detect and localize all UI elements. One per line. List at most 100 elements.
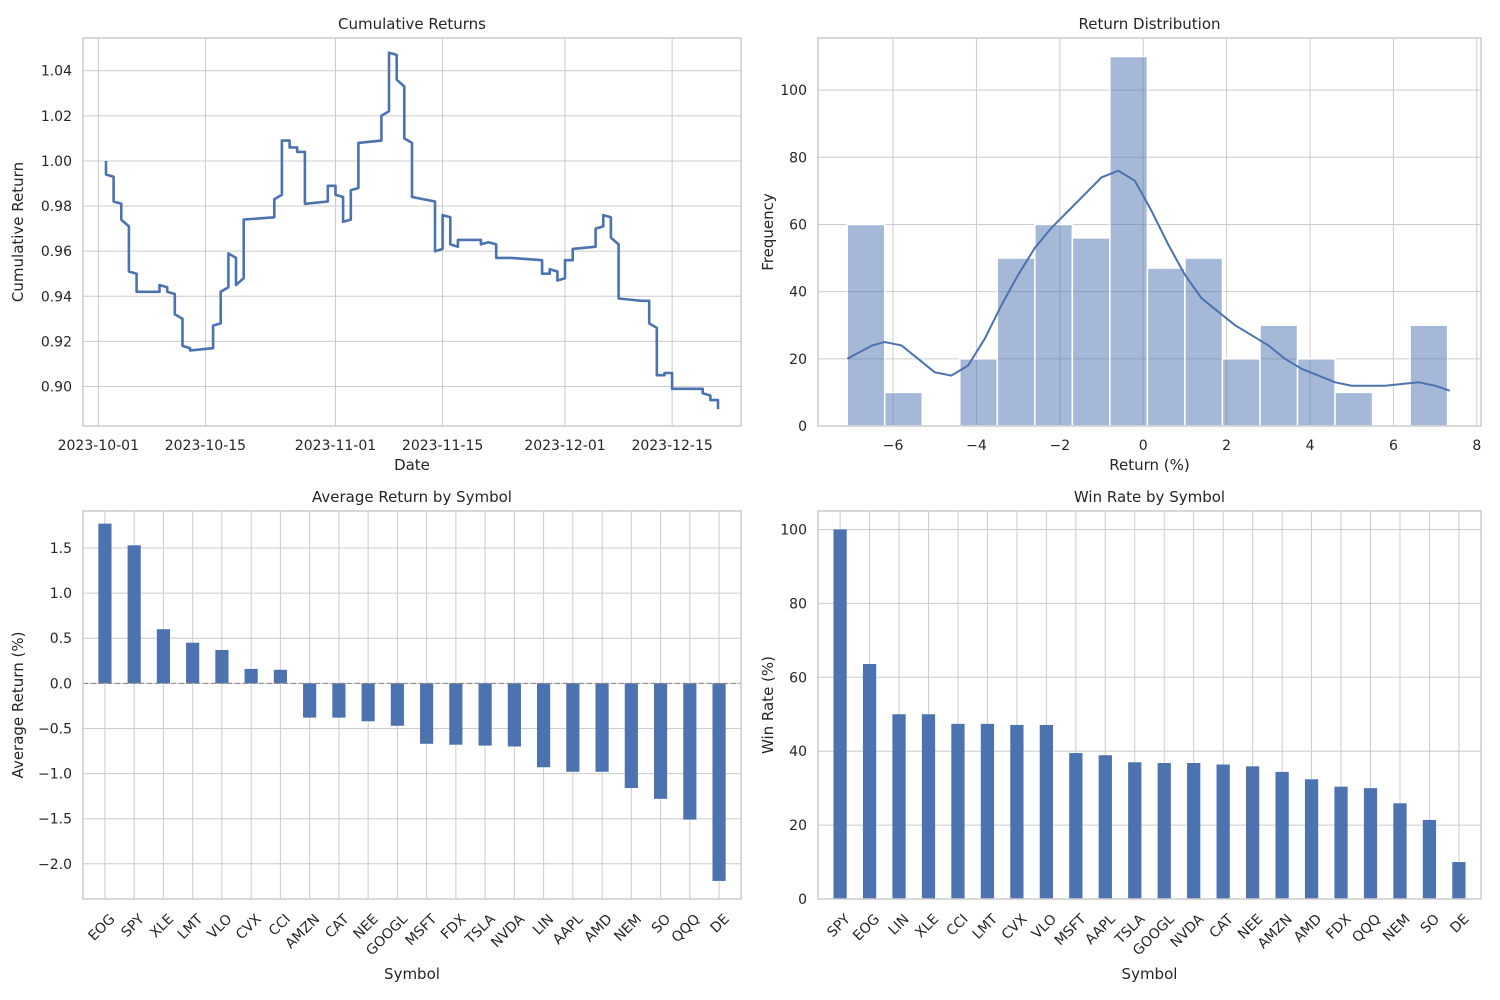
bar-amd <box>595 683 609 772</box>
bar-nem <box>624 683 638 789</box>
bar-lmt <box>186 642 200 684</box>
bar-fdx <box>449 683 463 745</box>
y-axis-label: Cumulative Return <box>9 162 27 302</box>
x-tick-label: EOG <box>850 911 883 944</box>
x-tick-label: QQQ <box>1349 911 1384 946</box>
bar-lmt <box>980 723 995 899</box>
bar-amzn <box>303 683 317 718</box>
x-tick-label: −2 <box>1050 438 1071 454</box>
x-tick-label: 2023-10-01 <box>58 438 139 454</box>
bar-cvx <box>1010 724 1024 899</box>
y-tick-label: 80 <box>789 596 807 612</box>
chart-title: Cumulative Returns <box>338 15 486 33</box>
x-tick-label: LMT <box>175 911 207 943</box>
x-tick-label: SPY <box>824 911 854 941</box>
y-axis-label: Frequency <box>759 193 777 271</box>
bar-qqq <box>683 683 697 820</box>
x-tick-label: FDX <box>1323 911 1355 943</box>
x-tick-label: 2023-11-01 <box>295 438 376 454</box>
x-tick-label: XLE <box>147 911 177 941</box>
histogram-bar <box>959 358 999 427</box>
histogram-bar <box>1034 223 1074 427</box>
x-tick-label: EOG <box>86 911 119 944</box>
x-tick-label: CAT <box>1206 911 1237 942</box>
bar-tsla <box>478 683 492 746</box>
y-tick-label: 0.94 <box>41 289 72 305</box>
bar-fdx <box>1334 786 1348 899</box>
bar-amd <box>1304 779 1319 899</box>
x-axis-label: Return (%) <box>1109 456 1190 474</box>
bar-nem <box>1393 803 1407 899</box>
y-tick-label: −0.5 <box>38 721 72 737</box>
bar-googl <box>1157 763 1171 899</box>
y-tick-label: 80 <box>789 150 807 166</box>
bar-googl <box>390 683 404 726</box>
x-tick-label: SO <box>1418 911 1443 936</box>
bar-cat <box>332 683 346 718</box>
chart-title: Average Return by Symbol <box>312 488 512 506</box>
y-axis-label: Win Rate (%) <box>759 656 777 754</box>
histogram-bar <box>1409 324 1449 427</box>
x-tick-label: 6 <box>1389 438 1398 454</box>
x-axis-label: Date <box>394 456 430 474</box>
histogram-bar <box>846 223 886 427</box>
x-tick-label: NEM <box>611 911 645 945</box>
x-tick-label: CVX <box>233 911 265 943</box>
chart-title: Win Rate by Symbol <box>1074 488 1225 506</box>
kde-curve <box>846 169 1451 392</box>
y-tick-label: 40 <box>789 744 807 760</box>
x-tick-label: CVX <box>999 911 1031 943</box>
x-tick-label: 2023-12-01 <box>524 438 605 454</box>
plot-frame <box>817 510 1482 900</box>
bar-xle <box>921 714 936 899</box>
bar-so <box>1422 819 1437 899</box>
y-tick-label: 0.92 <box>41 334 72 350</box>
y-tick-label: 100 <box>780 83 807 99</box>
x-tick-label: 2023-10-15 <box>165 438 246 454</box>
x-tick-label: AAPL <box>1082 911 1119 948</box>
bar-eog <box>98 523 112 684</box>
histogram-bar <box>1146 267 1186 427</box>
histogram-bar <box>883 391 923 427</box>
bar-msft <box>420 683 434 744</box>
bar-lin <box>537 683 551 768</box>
bar-spy <box>127 545 141 684</box>
chart-title: Return Distribution <box>1078 15 1220 33</box>
bar-aapl <box>566 683 580 772</box>
y-tick-label: 0.96 <box>41 244 72 260</box>
x-tick-label: 2023-11-15 <box>402 438 483 454</box>
bar-nvda <box>1187 763 1201 899</box>
y-tick-label: 1.00 <box>41 154 72 170</box>
bar-nee <box>1246 766 1260 899</box>
x-tick-label: LMT <box>970 911 1002 943</box>
histogram-bar <box>1334 391 1374 427</box>
y-tick-label: 20 <box>789 352 807 368</box>
x-tick-label: MSFT <box>403 911 441 949</box>
y-tick-label: 60 <box>789 217 807 233</box>
bar-spy <box>833 529 847 899</box>
x-tick-label: NVDA <box>488 911 528 951</box>
x-tick-label: XLE <box>912 911 942 941</box>
y-tick-label: 20 <box>789 818 807 834</box>
x-tick-label: DE <box>1447 911 1472 936</box>
x-tick-label: QQQ <box>669 911 704 946</box>
y-tick-label: 0 <box>798 419 807 435</box>
x-tick-label: DE <box>707 911 732 936</box>
bar-amzn <box>1275 771 1289 899</box>
x-tick-label: 2 <box>1222 438 1231 454</box>
y-tick-label: 1.0 <box>50 586 72 602</box>
histogram-bar <box>1221 358 1261 427</box>
y-tick-label: −2.0 <box>38 857 72 873</box>
x-tick-label: −4 <box>966 438 987 454</box>
x-axis-label: Symbol <box>384 965 440 983</box>
x-axis-label: Symbol <box>1122 965 1178 983</box>
bar-msft <box>1069 753 1083 899</box>
y-tick-label: 0 <box>798 892 807 908</box>
y-tick-label: −1.0 <box>38 767 72 783</box>
cumulative-return-line <box>104 51 720 410</box>
x-tick-label: CAT <box>322 911 353 942</box>
y-tick-label: 0.5 <box>50 631 72 647</box>
